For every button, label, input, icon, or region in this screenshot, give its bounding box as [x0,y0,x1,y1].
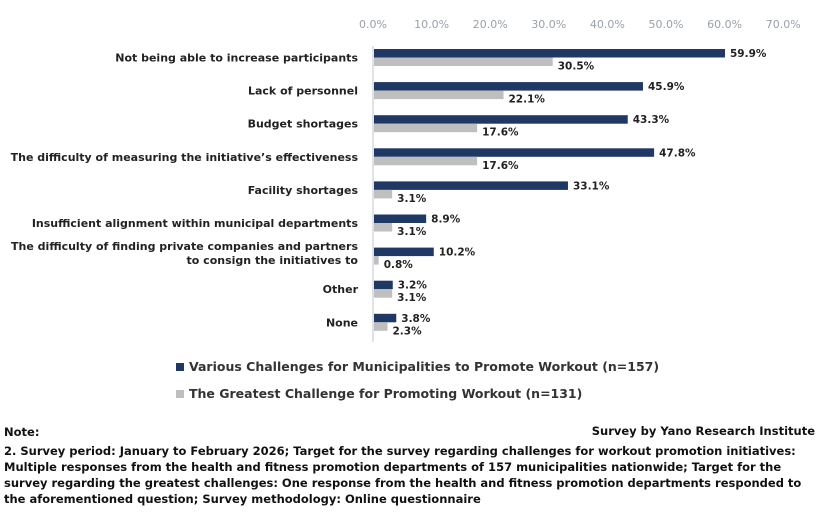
x-tick-label: 40.0% [590,18,625,31]
bar-chart: 0.0% 10.0% 20.0% 30.0% 40.0% 50.0% 60.0% 70.0% 5… [11,18,801,342]
value-label-greatest-challenge: 22.1% [509,94,546,106]
x-tick-label: 70.0% [766,18,801,31]
bar-various-challenges [374,247,434,257]
bar-various-challenges [374,82,643,91]
bar-various-challenges [374,148,655,157]
bar-greatest-challenge [374,223,393,232]
value-label-various-challenges: 3.2% [398,280,428,292]
bar-greatest-challenge [374,57,553,66]
bar-greatest-challenge [374,289,393,298]
bar-greatest-challenge [374,90,504,100]
note-text: 2. Survey period: January to February 20… [4,444,802,506]
x-tick-label: 20.0% [473,18,508,31]
value-label-various-challenges: 33.1% [573,180,610,192]
value-label-various-challenges: 43.3% [633,114,670,126]
value-label-various-challenges: 59.9% [730,48,767,60]
x-tick-label: 60.0% [707,18,742,31]
bar-greatest-challenge [374,156,478,166]
x-tick-label: 10.0% [414,18,449,31]
category-label: Budget shortages [248,118,359,131]
note-title: Note: [4,425,40,439]
legend-swatch-greatest-challenge [176,389,184,398]
category-label: None [326,316,358,329]
value-label-various-challenges: 47.8% [659,147,696,159]
bar-greatest-challenge [374,256,379,265]
value-label-greatest-challenge: 30.5% [558,61,595,73]
category-label: The difficulty of finding private compan… [11,240,358,253]
legend-label-greatest-challenge: The Greatest Challenge for Promoting Wor… [189,386,583,401]
x-tick-label: 50.0% [649,18,684,31]
bar-various-challenges [374,214,427,223]
x-tick-label: 30.0% [531,18,566,31]
value-label-greatest-challenge: 0.8% [384,259,414,271]
value-label-greatest-challenge: 2.3% [392,325,422,337]
value-label-various-challenges: 3.8% [401,313,431,325]
bar-various-challenges [374,313,397,323]
x-tick-label: 0.0% [359,18,387,31]
value-label-greatest-challenge: 3.1% [397,193,427,205]
value-label-greatest-challenge: 3.1% [397,226,427,238]
source-credit: Survey by Yano Research Institute [591,424,815,438]
legend-swatch-various-challenges [176,362,184,371]
value-label-various-challenges: 10.2% [439,247,476,259]
category-label: Facility shortages [248,184,359,197]
bar-greatest-challenge [374,322,388,331]
category-label: Not being able to increase participants [115,52,358,65]
bar-various-challenges [374,115,628,124]
category-label: The difficulty of measuring the initiati… [11,151,359,164]
bar-various-challenges [374,49,726,58]
legend-item-greatest-challenge: The Greatest Challenge for Promoting Wor… [176,386,582,401]
bar-various-challenges [374,181,568,190]
value-label-greatest-challenge: 3.1% [397,292,427,304]
value-label-greatest-challenge: 17.6% [482,160,519,172]
value-label-various-challenges: 45.9% [648,81,685,93]
category-label: Insufficient alignment within municipal … [32,217,359,230]
legend-item-various-challenges: Various Challenges for Municipalities to… [176,359,659,374]
category-label: Lack of personnel [248,85,358,98]
legend-label-various-challenges: Various Challenges for Municipalities to… [189,359,660,374]
category-label: to consign the initiatives to [187,254,359,267]
bar-greatest-challenge [374,123,478,133]
bar-greatest-challenge [374,189,393,199]
category-label: Other [323,283,359,296]
value-label-various-challenges: 8.9% [431,214,461,226]
bar-various-challenges [374,280,393,290]
value-label-greatest-challenge: 17.6% [482,127,519,139]
